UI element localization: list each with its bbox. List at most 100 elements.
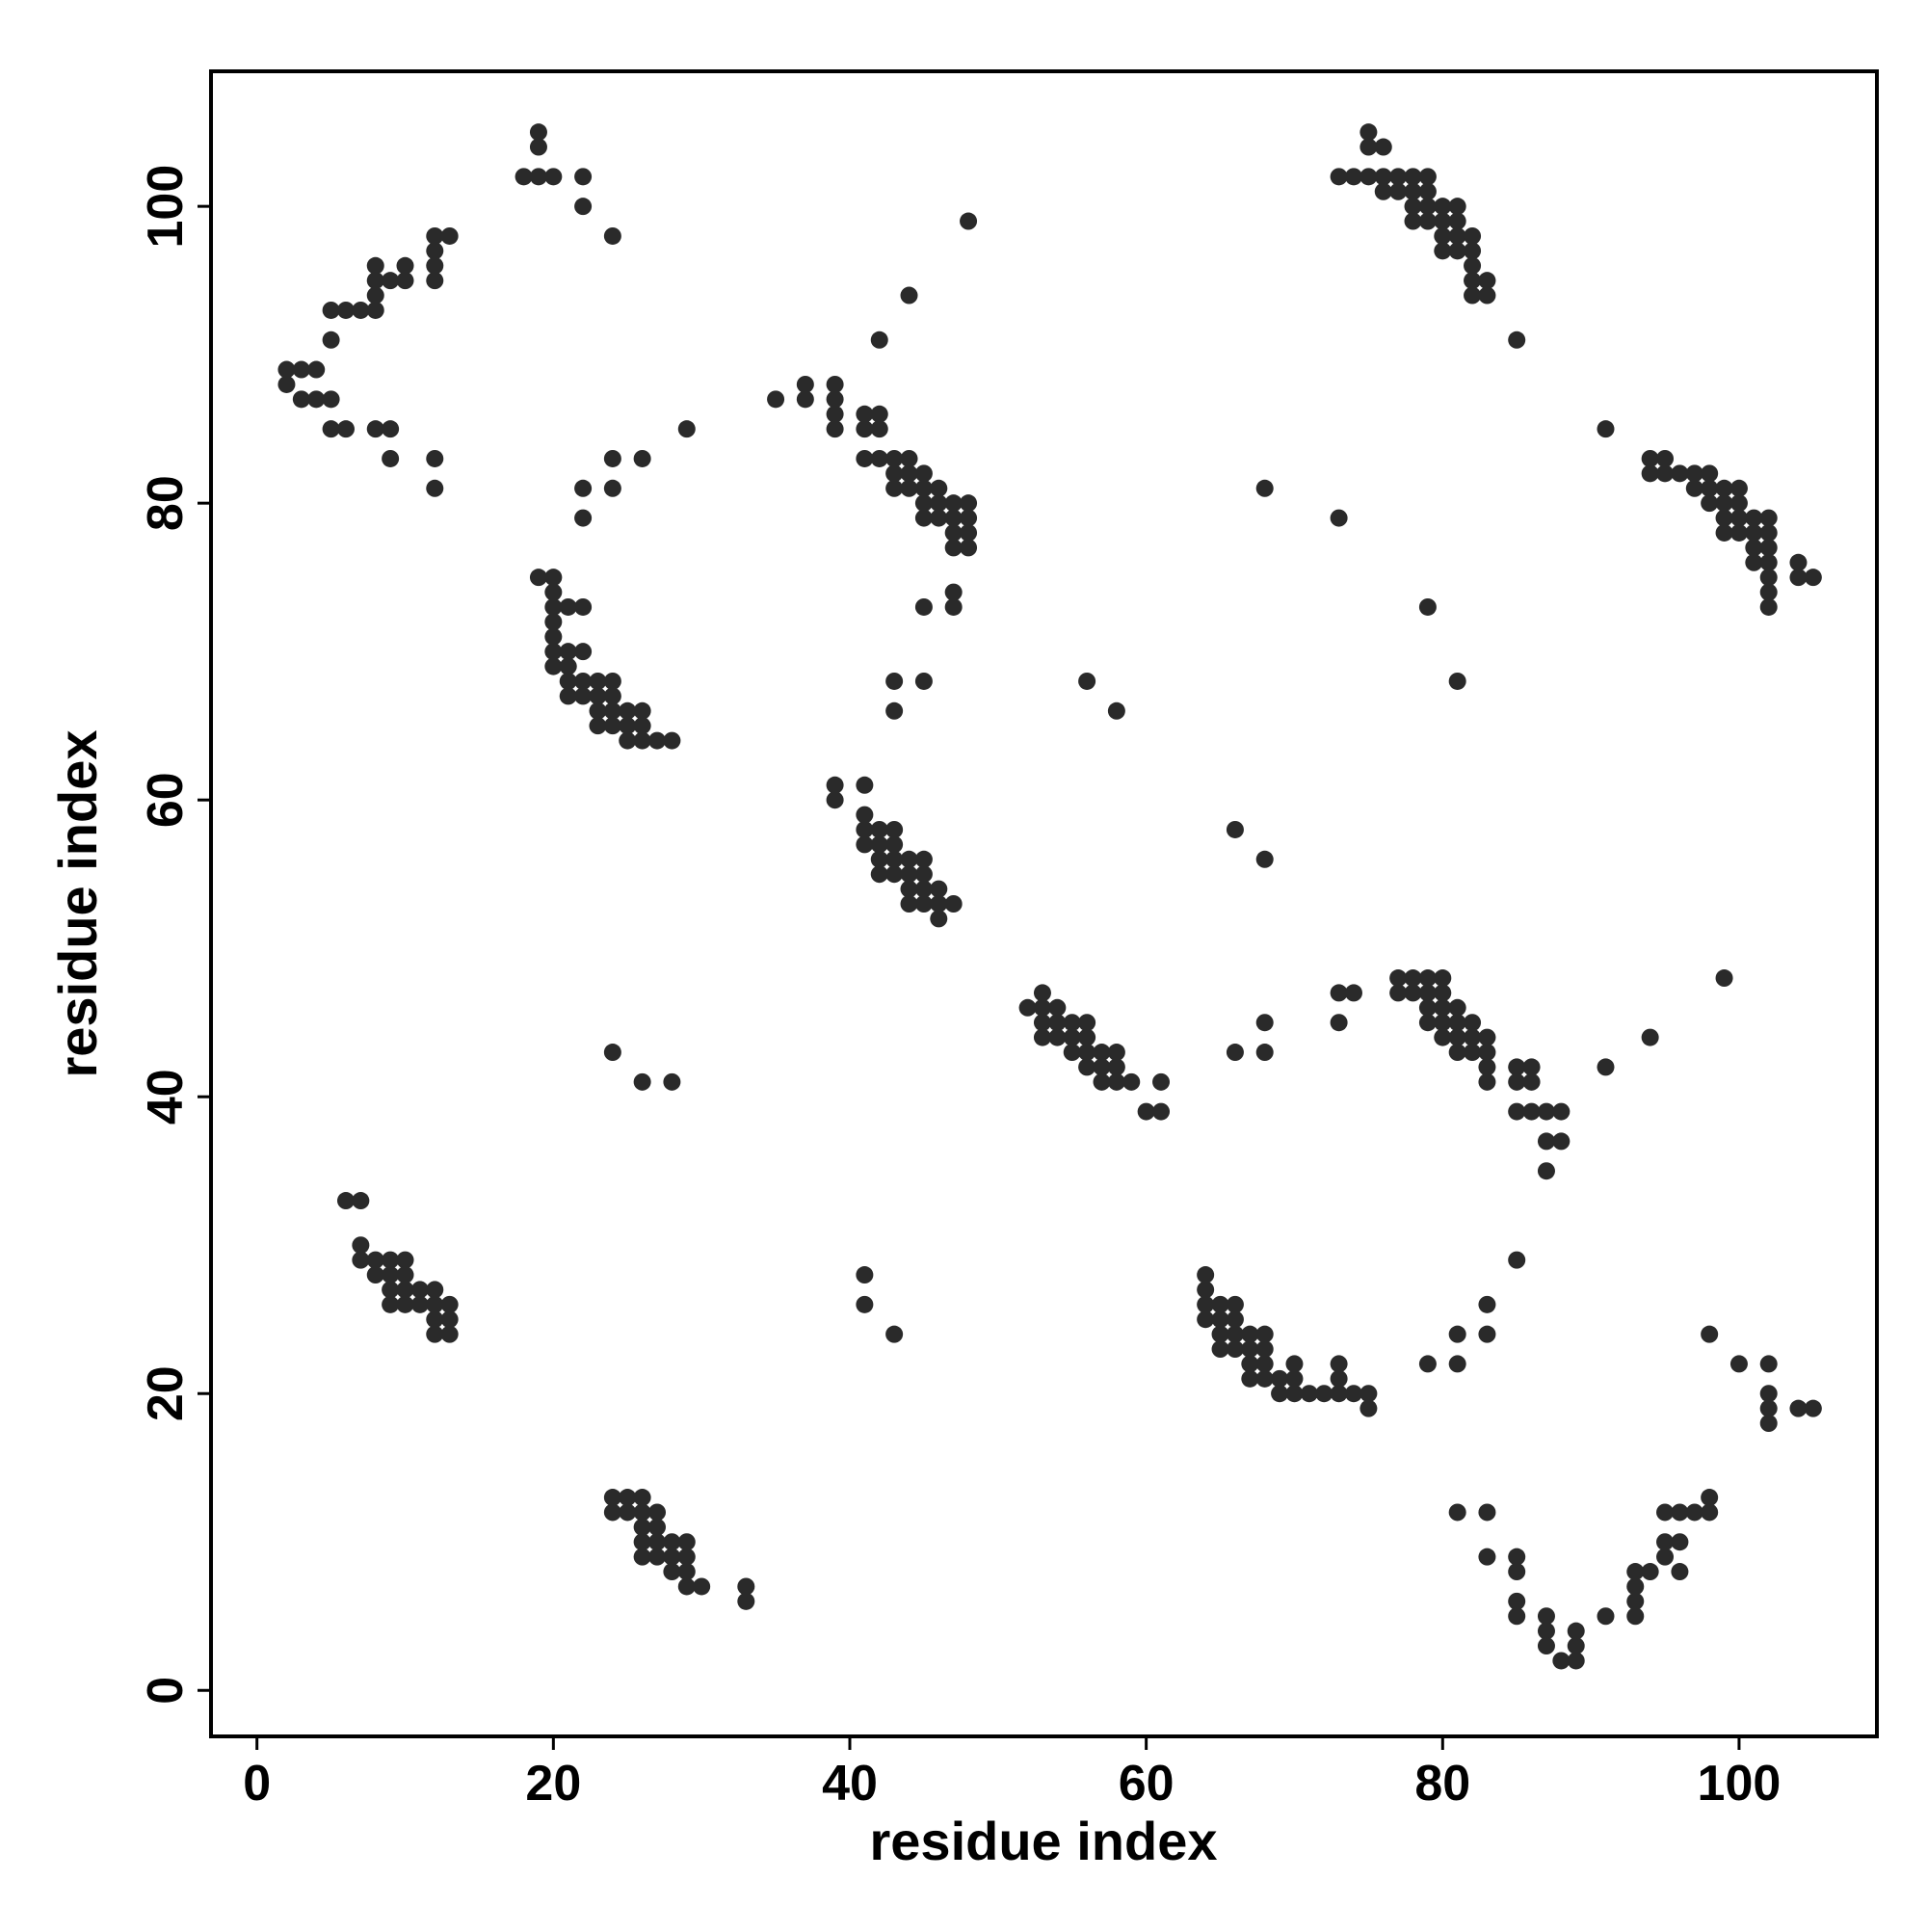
point xyxy=(603,1503,621,1522)
point xyxy=(930,910,948,928)
point xyxy=(870,820,888,838)
point xyxy=(856,835,874,854)
point xyxy=(944,509,963,527)
point xyxy=(352,1192,370,1210)
point xyxy=(960,494,978,513)
point xyxy=(826,420,844,438)
point xyxy=(796,390,814,409)
point xyxy=(1048,1028,1067,1046)
point xyxy=(1448,1503,1466,1522)
point xyxy=(1729,479,1748,497)
point xyxy=(1048,998,1067,1017)
point xyxy=(1434,198,1452,216)
point xyxy=(1359,123,1378,142)
point xyxy=(1656,1503,1675,1522)
point xyxy=(1745,509,1763,527)
point xyxy=(426,479,444,497)
point xyxy=(1255,1340,1274,1359)
point xyxy=(1701,479,1719,497)
point xyxy=(292,360,310,379)
point xyxy=(1448,1044,1466,1062)
point xyxy=(1241,1369,1259,1388)
point xyxy=(944,523,963,542)
point xyxy=(633,1503,651,1522)
y-tick-label: 0 xyxy=(138,1677,194,1705)
point xyxy=(366,1266,384,1284)
point xyxy=(440,1325,459,1343)
point xyxy=(1759,583,1778,601)
point xyxy=(426,226,444,245)
point xyxy=(1063,1044,1081,1062)
point xyxy=(1226,820,1244,838)
point xyxy=(559,687,577,705)
point xyxy=(1478,1044,1496,1062)
point xyxy=(1656,464,1675,483)
point xyxy=(1122,1072,1141,1091)
point xyxy=(1552,1652,1571,1670)
point xyxy=(1626,1607,1645,1626)
point xyxy=(426,1295,444,1313)
point xyxy=(1641,464,1659,483)
point xyxy=(1671,464,1689,483)
point xyxy=(1597,1607,1615,1626)
point xyxy=(277,360,296,379)
point xyxy=(1464,226,1482,245)
x-tick-label: 100 xyxy=(1698,1756,1782,1812)
point xyxy=(900,895,918,913)
point xyxy=(410,1281,429,1299)
point xyxy=(307,360,326,379)
point xyxy=(1285,1369,1304,1388)
point xyxy=(737,1577,755,1596)
point xyxy=(885,701,904,720)
point xyxy=(1759,1415,1778,1433)
point xyxy=(603,1044,621,1062)
point xyxy=(1478,1072,1496,1091)
point xyxy=(693,1577,711,1596)
point xyxy=(930,494,948,513)
x-tick-label: 80 xyxy=(1414,1756,1470,1812)
point xyxy=(1464,256,1482,275)
point xyxy=(944,597,963,616)
point xyxy=(885,479,904,497)
point xyxy=(1478,1548,1496,1566)
point xyxy=(544,583,563,601)
point xyxy=(1448,212,1466,230)
point xyxy=(885,1325,904,1343)
point xyxy=(1464,1044,1482,1062)
point xyxy=(1271,1385,1289,1403)
point xyxy=(885,449,904,467)
point xyxy=(322,390,340,409)
point xyxy=(336,1192,355,1210)
point xyxy=(1255,850,1274,868)
point xyxy=(1330,1385,1348,1403)
point xyxy=(1359,1399,1378,1417)
point xyxy=(1729,494,1748,513)
point xyxy=(1671,1563,1689,1581)
point xyxy=(1656,1548,1675,1566)
point xyxy=(426,272,444,290)
point xyxy=(1537,1622,1555,1640)
point xyxy=(1597,1058,1615,1076)
point xyxy=(633,1548,651,1566)
y-axis-title: residue index xyxy=(47,729,108,1077)
point xyxy=(603,1489,621,1507)
point xyxy=(960,539,978,557)
point xyxy=(574,168,593,186)
y-tick-label: 60 xyxy=(138,772,194,828)
point xyxy=(1685,1503,1703,1522)
point xyxy=(900,449,918,467)
point xyxy=(960,509,978,527)
point xyxy=(856,449,874,467)
point xyxy=(677,1533,696,1551)
point xyxy=(930,509,948,527)
point xyxy=(382,449,400,467)
point xyxy=(1434,984,1452,1002)
point xyxy=(677,1548,696,1566)
point xyxy=(1255,479,1274,497)
point xyxy=(914,672,933,690)
point xyxy=(619,717,637,735)
point xyxy=(663,731,681,750)
point xyxy=(633,1518,651,1536)
point xyxy=(914,597,933,616)
point xyxy=(648,1518,667,1536)
